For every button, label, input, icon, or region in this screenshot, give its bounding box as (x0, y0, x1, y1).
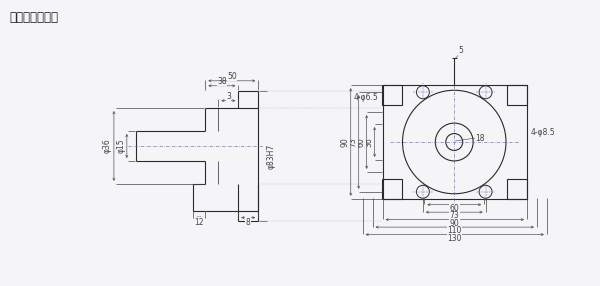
Text: 73: 73 (349, 137, 358, 147)
Text: 18: 18 (475, 134, 485, 142)
Text: 36: 36 (365, 137, 374, 147)
Text: 90: 90 (341, 137, 350, 147)
Text: 130: 130 (448, 234, 462, 243)
Text: φ36: φ36 (103, 139, 112, 153)
Text: 50: 50 (227, 72, 237, 81)
Text: 110: 110 (448, 227, 462, 235)
Text: 38: 38 (217, 77, 227, 86)
Text: 12: 12 (194, 218, 204, 227)
Text: 60: 60 (449, 204, 459, 213)
Text: 8: 8 (246, 218, 251, 227)
Bar (382, 179, 401, 199)
Text: 4-φ6.5: 4-φ6.5 (354, 93, 379, 102)
Text: φ15: φ15 (116, 139, 125, 153)
Bar (383, 85, 527, 199)
Text: 60: 60 (357, 137, 366, 147)
Text: 5: 5 (458, 46, 463, 55)
Text: 4-φ8.5: 4-φ8.5 (531, 128, 556, 136)
Text: φ83H7: φ83H7 (266, 143, 275, 168)
Bar (507, 179, 527, 199)
Text: 3: 3 (226, 92, 231, 101)
Bar (507, 85, 527, 105)
Text: 73: 73 (449, 211, 459, 221)
Text: 90: 90 (450, 219, 460, 228)
Bar (382, 85, 401, 105)
Text: 带底脚减速装置: 带底脚减速装置 (10, 11, 58, 24)
